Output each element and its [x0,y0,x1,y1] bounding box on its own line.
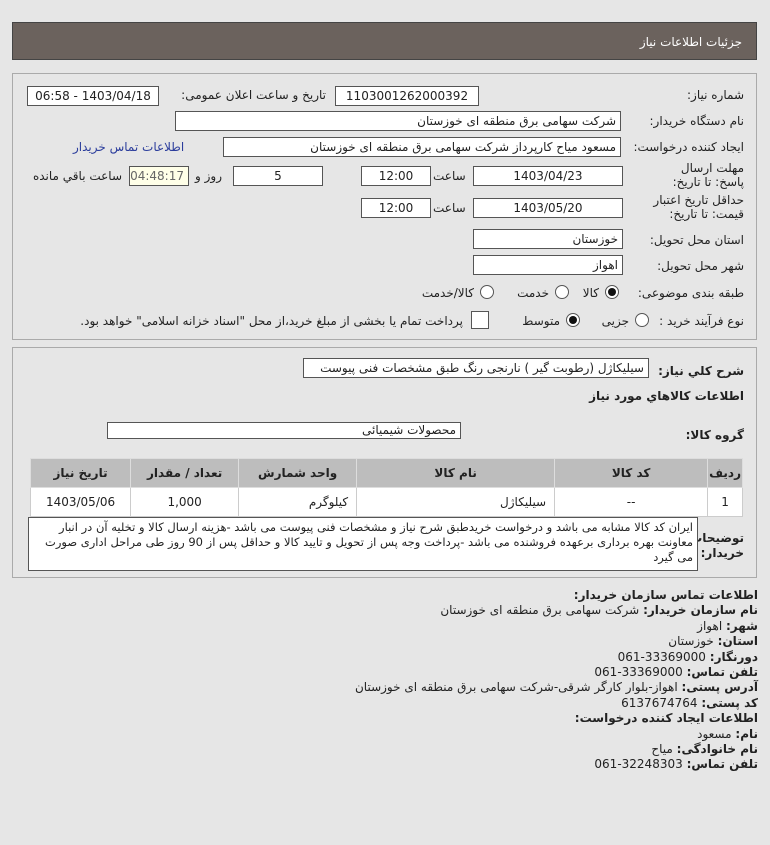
col-date: تاریخ نیاز [29,458,132,488]
validity-time-field[interactable]: 12:00 [361,198,431,218]
group-label: گروه کالا: [685,428,744,442]
deadline-time-field[interactable]: 12:00 [361,166,431,186]
deadline-date-field[interactable]: 1403/04/23 [473,166,623,186]
col-code: کد کالا [554,458,709,488]
need-info-panel: شماره نیاز: 1103001262000392 تاریخ و ساع… [12,73,757,340]
announce-field[interactable]: 1403/04/18 - 06:58 [27,86,159,106]
group-field[interactable]: محصولات شیمیائی [107,422,461,439]
cell-row: 1 [707,487,743,517]
city-label: شهر محل تحویل: [657,259,744,273]
city-field[interactable]: اهواز [473,255,623,275]
category-radio-both[interactable] [480,285,494,299]
goods-title: اطلاعات کالاهاي مورد نياز [589,389,744,403]
col-row: ردیف [707,458,743,488]
creator-item: نام: مسعود [697,726,758,741]
contact-section: اطلاعات تماس سازمان خریدار: نام سازمان خ… [298,588,758,773]
deadline-time-label: ساعت [433,169,466,183]
contact-item: دورنگار: 33369000-061 [617,649,758,664]
goods-panel: شرح کلي نياز: سیلیکاژل (رطوبت گیر ) نارن… [12,347,757,578]
contact-item: شهر: اهواز [697,618,758,633]
category-radio-service[interactable] [555,285,569,299]
notes-label: توضیحات خریدار: [690,531,744,560]
need-number-field[interactable]: 1103001262000392 [335,86,479,106]
days-label: روز و [195,169,222,183]
process-option-minor: جزیی [601,314,629,328]
remaining-time-field: 04:48:17 [129,166,189,186]
remaining-label: ساعت باقي مانده [32,169,122,183]
contact-item: استان: خوزستان [668,634,758,649]
treasury-payment-checkbox[interactable] [471,311,489,329]
process-label: نوع فرآیند خرید : [659,314,744,328]
table-header-row: ردیف کد کالا نام کالا واحد شمارش تعداد /… [29,458,743,488]
contact-item: آدرس پستی: اهواز-بلوار کارگر شرقی-شرکت س… [354,680,758,695]
contact-item: نام سازمان خریدار: شرکت سهامی برق منطقه … [440,603,758,618]
creator-title: اطلاعات ایجاد کننده درخواست: [574,711,758,726]
process-option-medium: متوسط [522,314,560,328]
validity-date-field[interactable]: 1403/05/20 [473,198,623,218]
summary-label: شرح کلي نياز: [658,364,744,378]
col-qty: تعداد / مقدار [130,458,240,488]
page-header: جزئیات اطلاعات نیاز [12,22,757,60]
buyer-contact-link[interactable]: اطلاعات تماس خریدار [73,140,185,154]
cell-code: -- [554,487,709,517]
payment-note: پرداخت تمام یا بخشی از مبلغ خرید،از محل … [80,314,463,328]
validity-time-label: ساعت [433,201,466,215]
buyer-label: نام دستگاه خریدار: [649,114,745,128]
contact-item: تلفن تماس: 33369000-061 [594,665,758,680]
category-option-goods: کالا [582,286,599,300]
announce-label: تاریخ و ساعت اعلان عمومی: [181,88,326,102]
province-field[interactable]: خوزستان [473,229,623,249]
col-name: نام کالا [356,458,556,488]
cell-date: 1403/05/06 [29,487,132,517]
creator-label: ایجاد کننده درخواست: [633,140,744,154]
table-row: 1 -- سیلیکاژل کیلوگرم 1,000 1403/05/06 [29,487,743,517]
creator-item: تلفن تماس: 32248303-061 [594,757,758,772]
cell-unit: کیلوگرم [238,487,358,517]
creator-field[interactable]: مسعود میاح کارپرداز شرکت سهامی برق منطقه… [223,137,621,157]
category-label: طبقه بندی موضوعی: [637,286,744,300]
validity-label: حداقل تاریخ اعتبار قیمت: تا تاریخ: [653,193,744,221]
goods-table: ردیف کد کالا نام کالا واحد شمارش تعداد /… [29,458,743,517]
deadline-label: مهلت ارسال پاسخ: تا تاریخ: [672,161,744,189]
contact-item: کد پستی: 6137674764 [621,695,758,710]
summary-field[interactable]: سیلیکاژل (رطوبت گیر ) نارنجی رنگ طبق مشخ… [303,358,649,378]
need-number-label: شماره نیاز: [687,88,744,102]
process-radio-medium[interactable] [566,313,580,327]
days-field[interactable]: 5 [233,166,323,186]
cell-name: سیلیکاژل [356,487,556,517]
category-radio-goods[interactable] [605,285,619,299]
province-label: استان محل تحویل: [649,233,744,247]
cell-qty: 1,000 [130,487,240,517]
contact-title: اطلاعات تماس سازمان خریدار: [573,588,758,602]
category-option-service: خدمت [517,286,549,300]
col-unit: واحد شمارش [238,458,358,488]
notes-field: ایران کد کالا مشابه می باشد و درخواست خر… [28,517,698,571]
category-option-both: کالا/خدمت [421,286,474,300]
process-radio-minor[interactable] [635,313,649,327]
page-title: جزئیات اطلاعات نیاز [639,35,742,49]
buyer-field[interactable]: شرکت سهامی برق منطقه ای خوزستان [175,111,621,131]
creator-item: نام خانوادگی: میاح [651,742,758,757]
